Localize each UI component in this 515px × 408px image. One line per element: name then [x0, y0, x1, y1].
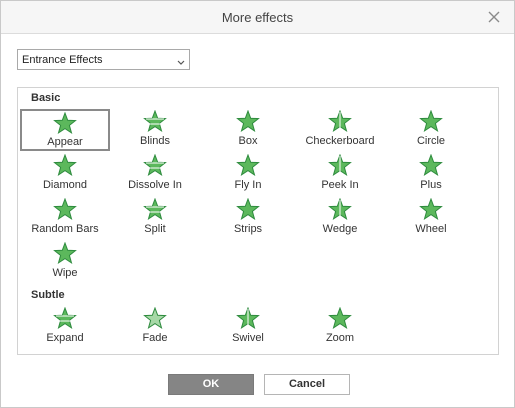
expand-star-icon: [20, 307, 110, 331]
effect-blinds[interactable]: Blinds: [110, 109, 200, 151]
effect-checkerboard[interactable]: Checkerboard: [295, 109, 385, 151]
section-header-basic: Basic: [31, 92, 61, 104]
effect-strips[interactable]: Strips: [203, 197, 293, 239]
effect-label: Blinds: [140, 135, 170, 147]
effect-category-value: Entrance Effects: [22, 54, 103, 66]
effect-label: Peek In: [321, 179, 359, 191]
strips-star-icon: [203, 198, 293, 222]
peek-in-star-icon: [295, 154, 385, 178]
dialog-titlebar: More effects: [1, 1, 514, 34]
fly-in-star-icon: [203, 154, 293, 178]
effect-wheel[interactable]: Wheel: [386, 197, 476, 239]
swivel-star-icon: [203, 307, 293, 331]
zoom-star-icon: [295, 307, 385, 331]
effect-label: Wipe: [52, 267, 78, 279]
effect-swivel[interactable]: Swivel: [203, 306, 293, 348]
effect-random-bars[interactable]: Random Bars: [20, 197, 110, 239]
effect-label: Random Bars: [31, 223, 99, 235]
effect-split[interactable]: Split: [110, 197, 200, 239]
ok-button[interactable]: OK: [168, 374, 254, 395]
effect-label: Box: [238, 135, 258, 147]
effect-dissolve-in[interactable]: Dissolve In: [110, 153, 200, 195]
plus-star-icon: [386, 154, 476, 178]
random-bars-star-icon: [20, 198, 110, 222]
effect-fade[interactable]: Fade: [110, 306, 200, 348]
effect-label: Split: [144, 223, 166, 235]
effect-plus[interactable]: Plus: [386, 153, 476, 195]
wheel-star-icon: [386, 198, 476, 222]
effect-label: Plus: [420, 179, 442, 191]
effect-peek-in[interactable]: Peek In: [295, 153, 385, 195]
effect-fly-in[interactable]: Fly In: [203, 153, 293, 195]
effect-label: Appear: [47, 136, 83, 148]
blinds-star-icon: [110, 110, 200, 134]
effect-label: Swivel: [232, 332, 264, 344]
section-header-subtle: Subtle: [31, 289, 65, 301]
effect-circle[interactable]: Circle: [386, 109, 476, 151]
effect-appear[interactable]: Appear: [20, 109, 110, 151]
close-icon[interactable]: [486, 9, 502, 25]
cancel-button[interactable]: Cancel: [264, 374, 350, 395]
effect-label: Circle: [416, 135, 446, 147]
effects-list-panel[interactable]: Basic Appear Blinds Box Checkerboard Circle Di…: [17, 87, 499, 355]
effect-label: Wheel: [415, 223, 447, 235]
effect-diamond[interactable]: Diamond: [20, 153, 110, 195]
dialog-title: More effects: [221, 10, 294, 25]
effect-category-select[interactable]: Entrance Effects: [17, 49, 190, 70]
wedge-star-icon: [295, 198, 385, 222]
wipe-star-icon: [20, 242, 110, 266]
effect-label: Fly In: [234, 179, 262, 191]
effect-label: Diamond: [42, 179, 88, 191]
appear-star-icon: [22, 112, 108, 136]
effect-zoom[interactable]: Zoom: [295, 306, 385, 348]
dissolve-in-star-icon: [110, 154, 200, 178]
effect-label: Zoom: [325, 332, 355, 344]
checkerboard-star-icon: [295, 110, 385, 134]
effect-label: Fade: [142, 332, 168, 344]
effect-wedge[interactable]: Wedge: [295, 197, 385, 239]
effect-label: Expand: [46, 332, 84, 344]
circle-star-icon: [386, 110, 476, 134]
diamond-star-icon: [20, 154, 110, 178]
effect-box[interactable]: Box: [203, 109, 293, 151]
effect-expand[interactable]: Expand: [20, 306, 110, 348]
effect-label: Checkerboard: [305, 135, 375, 147]
effect-wipe[interactable]: Wipe: [20, 241, 110, 283]
box-star-icon: [203, 110, 293, 134]
effect-label: Wedge: [322, 223, 358, 235]
fade-star-icon: [110, 307, 200, 331]
effect-label: Dissolve In: [128, 179, 182, 191]
split-star-icon: [110, 198, 200, 222]
effect-label: Strips: [233, 223, 263, 235]
chevron-down-icon: [177, 57, 185, 65]
